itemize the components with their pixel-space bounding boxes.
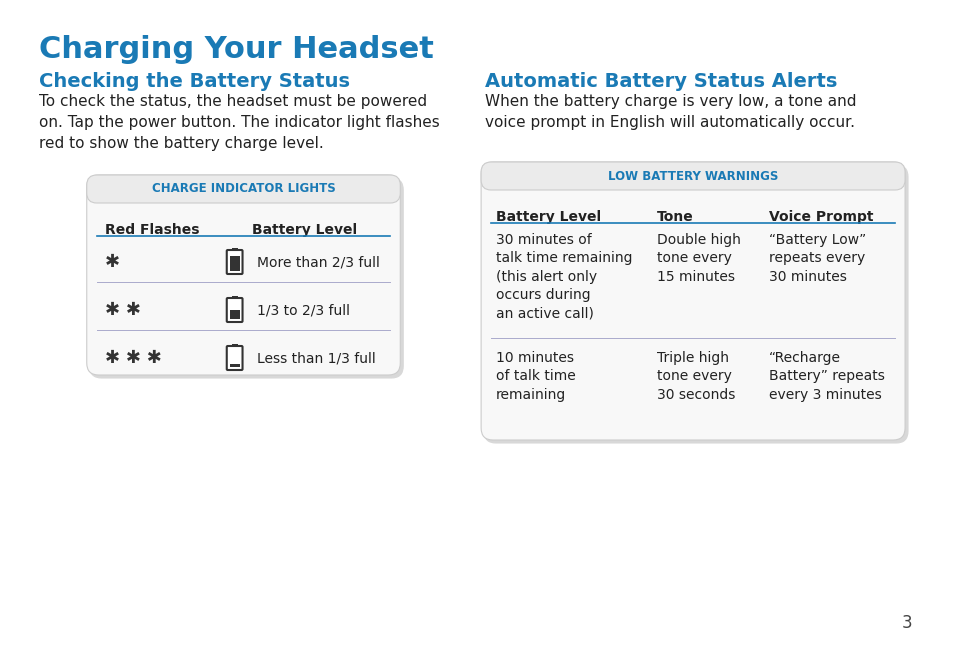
Text: LOW BATTERY WARNINGS: LOW BATTERY WARNINGS bbox=[607, 170, 778, 183]
Text: To check the status, the headset must be powered
on. Tap the power button. The i: To check the status, the headset must be… bbox=[39, 94, 439, 151]
Text: Red Flashes: Red Flashes bbox=[105, 223, 199, 237]
Bar bbox=[230, 364, 239, 367]
Bar bbox=[232, 344, 237, 347]
FancyBboxPatch shape bbox=[227, 250, 242, 274]
FancyBboxPatch shape bbox=[90, 178, 403, 378]
FancyBboxPatch shape bbox=[480, 162, 904, 190]
Text: Tone: Tone bbox=[656, 210, 693, 224]
Bar bbox=[232, 248, 237, 251]
Text: Battery Level: Battery Level bbox=[496, 210, 600, 224]
Text: Checking the Battery Status: Checking the Battery Status bbox=[39, 72, 350, 91]
Text: ✱: ✱ bbox=[105, 253, 119, 271]
Text: Double high
tone every
15 minutes: Double high tone every 15 minutes bbox=[656, 233, 740, 284]
Text: CHARGE INDICATOR LIGHTS: CHARGE INDICATOR LIGHTS bbox=[152, 183, 335, 196]
Text: Battery Level: Battery Level bbox=[253, 223, 357, 237]
Text: ✱ ✱ ✱: ✱ ✱ ✱ bbox=[105, 349, 161, 367]
FancyBboxPatch shape bbox=[227, 346, 242, 370]
Text: Automatic Battery Status Alerts: Automatic Battery Status Alerts bbox=[484, 72, 837, 91]
FancyBboxPatch shape bbox=[483, 165, 907, 443]
Text: 3: 3 bbox=[901, 614, 911, 632]
FancyBboxPatch shape bbox=[87, 175, 400, 375]
Text: Less than 1/3 full: Less than 1/3 full bbox=[257, 351, 375, 365]
Text: “Battery Low”
repeats every
30 minutes: “Battery Low” repeats every 30 minutes bbox=[768, 233, 865, 284]
Bar bbox=[230, 310, 239, 319]
Text: ✱ ✱: ✱ ✱ bbox=[105, 301, 140, 319]
FancyBboxPatch shape bbox=[227, 298, 242, 322]
Text: 30 minutes of
talk time remaining
(this alert only
occurs during
an active call): 30 minutes of talk time remaining (this … bbox=[496, 233, 632, 320]
Text: Voice Prompt: Voice Prompt bbox=[768, 210, 873, 224]
Text: When the battery charge is very low, a tone and
voice prompt in English will aut: When the battery charge is very low, a t… bbox=[484, 94, 856, 130]
Text: 1/3 to 2/3 full: 1/3 to 2/3 full bbox=[257, 303, 350, 317]
Text: More than 2/3 full: More than 2/3 full bbox=[257, 255, 380, 269]
Bar bbox=[230, 255, 239, 271]
Bar bbox=[232, 296, 237, 299]
Text: Charging Your Headset: Charging Your Headset bbox=[39, 35, 434, 64]
Text: 10 minutes
of talk time
remaining: 10 minutes of talk time remaining bbox=[496, 351, 575, 402]
Text: “Recharge
Battery” repeats
every 3 minutes: “Recharge Battery” repeats every 3 minut… bbox=[768, 351, 884, 402]
Text: Triple high
tone every
30 seconds: Triple high tone every 30 seconds bbox=[656, 351, 734, 402]
FancyBboxPatch shape bbox=[87, 175, 400, 203]
FancyBboxPatch shape bbox=[480, 162, 904, 440]
